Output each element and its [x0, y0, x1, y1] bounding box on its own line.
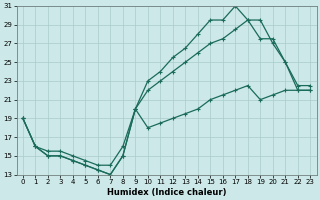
X-axis label: Humidex (Indice chaleur): Humidex (Indice chaleur) [107, 188, 226, 197]
